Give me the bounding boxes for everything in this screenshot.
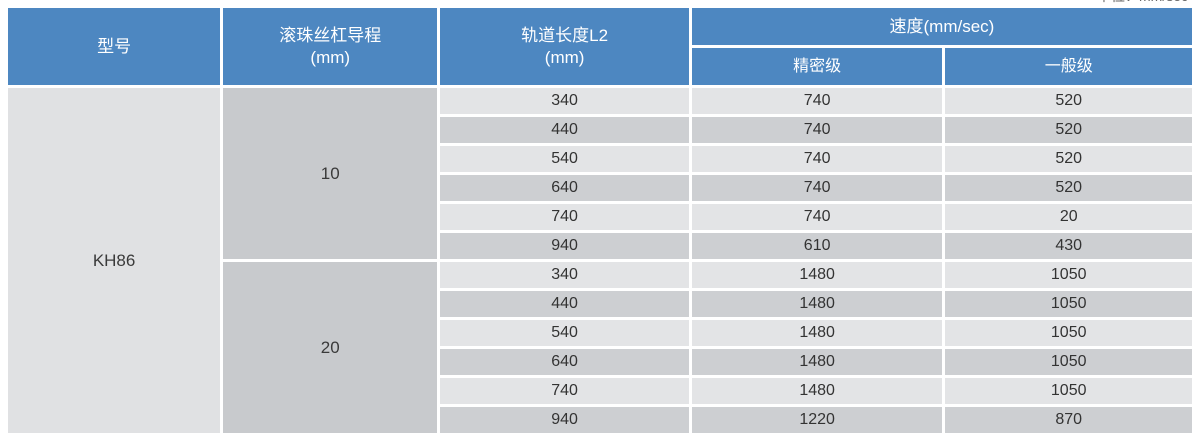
cell-precision: 740: [691, 88, 943, 114]
table-row: 20 340 1480 1050: [8, 262, 1192, 433]
lead-cell-10: 10: [223, 88, 438, 259]
col-header-speed: 速度(mm/sec): [691, 8, 1192, 45]
cell-precision: 740: [691, 204, 943, 230]
cell-general: 1050: [945, 262, 1192, 288]
cell-general: 1050: [945, 291, 1192, 317]
cell-track: 340: [440, 88, 689, 114]
col-header-lead-line2: (mm): [310, 47, 351, 67]
model-cell: KH86: [8, 88, 221, 433]
speed-spec-table: 型号 滚珠丝杠导程 (mm) 轨道长度L2 (mm) 速度(mm/sec) 精密…: [5, 5, 1195, 436]
cell-track: 740: [440, 204, 689, 230]
cell-precision: 740: [691, 117, 943, 143]
col-header-lead-line1: 滚珠丝杠导程: [279, 26, 382, 46]
col-header-lead: 滚珠丝杠导程 (mm): [223, 8, 438, 85]
table-row: KH86 10 340 740 520: [8, 88, 1192, 433]
cell-track: 540: [440, 146, 689, 172]
cell-general: 520: [945, 117, 1192, 143]
header-row-sub: 精密级 一般级: [8, 48, 1192, 85]
table-row: 540 1480 1050: [8, 320, 1192, 346]
cell-track: 940: [440, 407, 689, 433]
cell-track: 940: [440, 233, 689, 259]
cell-general: 1050: [945, 378, 1192, 404]
cell-general: 520: [945, 175, 1192, 201]
cell-precision: 740: [691, 146, 943, 172]
table-row: 640 740 520: [8, 175, 1192, 201]
cell-general: 1050: [945, 320, 1192, 346]
cell-track: 740: [440, 378, 689, 404]
cell-general: 870: [945, 407, 1192, 433]
cell-precision: 1480: [691, 320, 943, 346]
cell-precision: 1220: [691, 407, 943, 433]
header-row-top: 型号 滚珠丝杠导程 (mm) 轨道长度L2 (mm) 速度(mm/sec): [8, 8, 1192, 85]
cell-track: 440: [440, 291, 689, 317]
spec-table-container: 型号 滚珠丝杠导程 (mm) 轨道长度L2 (mm) 速度(mm/sec) 精密…: [5, 5, 1195, 436]
table-row: 540 740 520: [8, 146, 1192, 172]
cell-track: 640: [440, 175, 689, 201]
lead-cell-20: 20: [223, 262, 438, 433]
cell-track: 540: [440, 320, 689, 346]
cell-precision: 1480: [691, 262, 943, 288]
cell-track: 340: [440, 262, 689, 288]
cell-precision: 740: [691, 175, 943, 201]
col-header-track-line2: (mm): [544, 47, 585, 67]
cell-precision: 1480: [691, 349, 943, 375]
cell-track: 440: [440, 117, 689, 143]
cell-precision: 1480: [691, 291, 943, 317]
cell-precision: 610: [691, 233, 943, 259]
col-header-track-line1: 轨道长度L2: [521, 26, 609, 46]
cell-general: 20: [945, 204, 1192, 230]
cell-precision: 1480: [691, 378, 943, 404]
table-row: 440 1480 1050: [8, 291, 1192, 317]
table-row: 440 740 520: [8, 117, 1192, 143]
cell-general: 430: [945, 233, 1192, 259]
cell-track: 640: [440, 349, 689, 375]
col-header-model: 型号: [8, 8, 221, 85]
table-row: 940 1220 870: [8, 407, 1192, 433]
table-row: 940 610 430: [8, 233, 1192, 259]
col-header-track-length: 轨道长度L2 (mm): [440, 8, 689, 85]
table-row: 740 740 20: [8, 204, 1192, 230]
cell-general: 1050: [945, 349, 1192, 375]
table-row: 640 1480 1050: [8, 349, 1192, 375]
table-row: 740 1480 1050: [8, 378, 1192, 404]
cell-general: 520: [945, 88, 1192, 114]
col-header-general-grade: 一般级: [945, 48, 1192, 85]
col-header-precision-grade: 精密级: [691, 48, 943, 85]
cell-general: 520: [945, 146, 1192, 172]
